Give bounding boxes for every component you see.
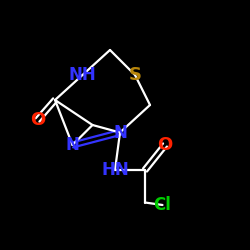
Text: S: S — [128, 66, 141, 84]
Text: O: O — [158, 136, 172, 154]
Text: N: N — [66, 136, 80, 154]
Text: N: N — [113, 124, 127, 142]
Text: HN: HN — [101, 161, 129, 179]
Text: O: O — [30, 111, 45, 129]
Text: Cl: Cl — [154, 196, 172, 214]
Text: NH: NH — [68, 66, 96, 84]
